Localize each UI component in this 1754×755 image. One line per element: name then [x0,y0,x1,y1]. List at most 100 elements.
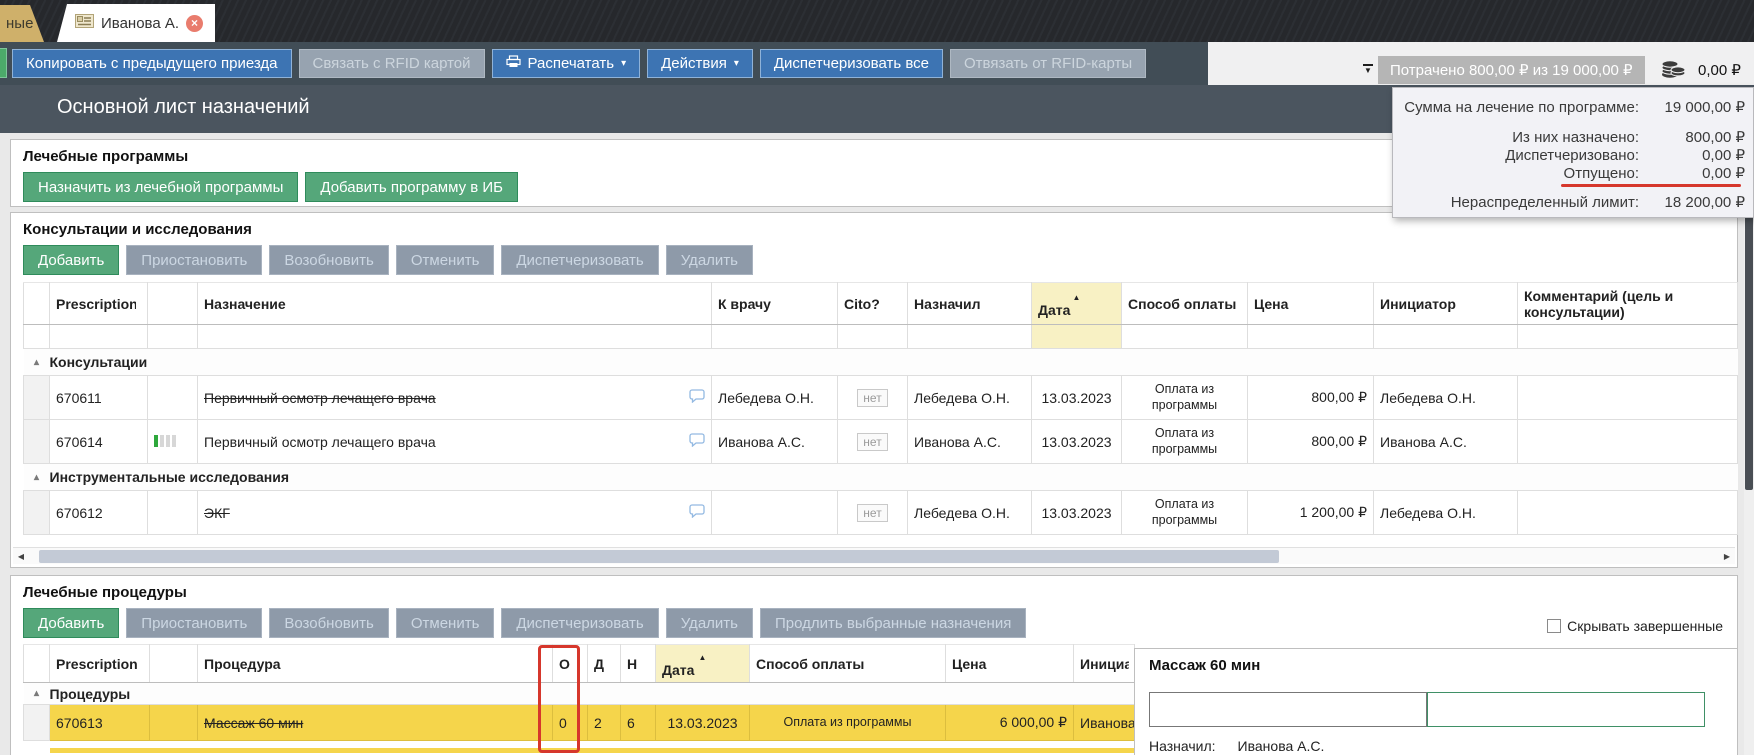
table-row[interactable]: 670614 Первичный осмотр лечащего врача И… [23,419,1738,464]
popup-value: 0,00 ₽ [1702,147,1745,164]
add-program-button[interactable]: Добавить программу в ИБ [305,172,519,202]
group-row-consultations[interactable]: ▴ Консультации [23,348,1738,376]
cell-date: 13.03.2023 [1031,490,1122,535]
consultations-table: Prescription Назначение К врачу Cito? На… [23,282,1738,535]
col-comment[interactable]: Комментарий (цель и консультации) [1517,282,1738,325]
horizontal-scrollbar[interactable]: ◀ ▶ [13,547,1735,564]
consult-cancel-button[interactable]: Отменить [395,245,495,275]
cell-price: 1 200,00 ₽ [1247,490,1374,535]
cell-prescriber: Иванова А.С. [907,419,1032,464]
collapse-group-icon[interactable]: ▴ [23,348,50,376]
cell-payment: Оплата из программы [1121,490,1248,535]
cell-prescription-id: 670614 [49,419,148,464]
actions-button[interactable]: Действия ▾ [647,49,753,78]
group-row-instrumental[interactable]: ▴ Инструментальные исследования [23,463,1738,491]
table-row-selected[interactable]: 670613 Массаж 60 мин 0 2 6 13.03.2023 Оп… [23,704,1135,741]
comment-bubble-icon[interactable] [689,504,705,521]
cell-prescription-id: 670613 [49,704,150,741]
scroll-right-icon[interactable]: ▶ [1723,551,1731,561]
caret-down-icon: ▾ [621,57,627,69]
col-date-sorted[interactable]: ▲ Дата [655,644,750,683]
proc-add-button[interactable]: Добавить [23,608,120,638]
collapse-group-icon[interactable]: ▴ [23,682,50,705]
collapse-panel-icon[interactable]: ▼ [1362,64,1374,75]
col-dispatched[interactable]: Д [587,644,621,683]
collapse-group-icon[interactable]: ▴ [23,463,50,491]
col-name[interactable]: Процедура [197,644,553,683]
detail-input-left[interactable] [1149,692,1427,727]
consult-dispatch-button[interactable]: Диспетчеризовать [501,245,659,275]
proc-delete-button[interactable]: Удалить [665,608,753,638]
cell-initiator: Иванова А.С. [1073,704,1135,741]
page-title: Основной лист назначений [57,96,310,118]
popup-value: 19 000,00 ₽ [1664,99,1745,116]
table-row[interactable]: 670612 ЭКГ нет Лебедева О.Н. 13.03.2023 … [23,490,1738,535]
col-name[interactable]: Назначение [197,282,712,325]
hide-completed-toggle[interactable]: Скрывать завершенные [1547,618,1723,634]
col-payment[interactable]: Способ оплаты [749,644,946,683]
cell-price: 6 000,00 ₽ [945,704,1074,741]
print-button[interactable]: Распечатать ▾ [491,49,641,78]
cell-prescription-id: 670612 [49,490,148,535]
unlink-rfid-card-button[interactable]: Отвязать от RFID-карты [950,49,1147,78]
cell-prescriber: Лебедева О.Н. [907,490,1032,535]
col-price[interactable]: Цена [945,644,1074,683]
vertical-scrollbar[interactable] [1744,133,1754,755]
col-date-sorted[interactable]: ▲ Дата [1031,282,1122,325]
scrollbar-thumb[interactable] [39,549,1279,563]
copy-previous-visit-button[interactable]: Копировать с предыдущего приезда [12,49,292,78]
col-prescriber[interactable]: Назначил [907,282,1032,325]
col-ordered[interactable]: О [552,644,588,683]
popup-value: 18 200,00 ₽ [1664,194,1745,211]
consultations-section-title: Консультации и исследования [23,221,252,238]
col-doctor[interactable]: К врачу [711,282,838,325]
proc-extend-button[interactable]: Продлить выбранные назначения [759,608,1027,638]
progress-bars-icon [154,434,176,447]
col-expander [23,644,50,683]
cell-assigned: 6 [620,704,656,741]
tab-clipped[interactable]: ные [0,5,44,42]
col-assigned[interactable]: Н [620,644,656,683]
col-initiator[interactable]: Инициатор [1373,282,1518,325]
col-price[interactable]: Цена [1247,282,1374,325]
cell-name: ЭКГ [204,504,230,521]
col-initiator[interactable]: Инициатор [1073,644,1135,683]
tab-patient-ivanova[interactable]: Иванова А. × [57,4,216,42]
consult-resume-button[interactable]: Возобновить [269,245,389,275]
col-cito[interactable]: Cito? [837,282,908,325]
annotation-red-underline [1561,184,1741,187]
scroll-left-icon[interactable]: ◀ [17,551,25,561]
detail-input-right[interactable] [1427,692,1705,727]
scrollbar-thumb[interactable] [1745,205,1753,490]
proc-cancel-button[interactable]: Отменить [395,608,495,638]
col-payment[interactable]: Способ оплаты [1121,282,1248,325]
group-row-procedures[interactable]: ▴ Процедуры [23,682,1135,705]
tab-close-icon[interactable]: × [186,14,204,32]
cell-date: 13.03.2023 [1031,375,1122,420]
clipped-green-button[interactable] [0,48,7,78]
consult-add-button[interactable]: Добавить [23,245,120,275]
link-rfid-card-button[interactable]: Связать с RFID картой [298,49,485,78]
filter-row [23,324,1738,349]
checkbox-icon[interactable] [1547,619,1562,633]
cell-initiator: Иванова А.С. [1373,419,1518,464]
comment-bubble-icon[interactable] [689,389,705,406]
col-prescription[interactable]: Prescription [49,644,150,683]
prescriber-label: Назначил: [1149,738,1216,754]
col-prescription[interactable]: Prescription [49,282,148,325]
dispatch-all-button[interactable]: Диспетчеризовать все [759,49,943,78]
comment-bubble-icon[interactable] [689,433,705,450]
cell-prescription-id: 670611 [49,375,148,420]
proc-pause-button[interactable]: Приостановить [126,608,263,638]
table-row[interactable]: 670611 Первичный осмотр лечащего врача Л… [23,375,1738,420]
procedure-detail-panel: Массаж 60 мин Назначил: Иванова А.С. [1134,648,1737,755]
patient-card-icon [75,14,94,32]
proc-resume-button[interactable]: Возобновить [269,608,389,638]
proc-dispatch-button[interactable]: Диспетчеризовать [501,608,659,638]
consult-pause-button[interactable]: Приостановить [126,245,263,275]
popup-label: Нераспределенный лимит: [1450,194,1639,211]
consult-delete-button[interactable]: Удалить [665,245,753,275]
finance-summary-popup: Сумма на лечение по программе: 19 000,00… [1392,87,1754,218]
cito-badge: нет [857,503,888,522]
assign-from-program-button[interactable]: Назначить из лечебной программы [23,172,299,202]
